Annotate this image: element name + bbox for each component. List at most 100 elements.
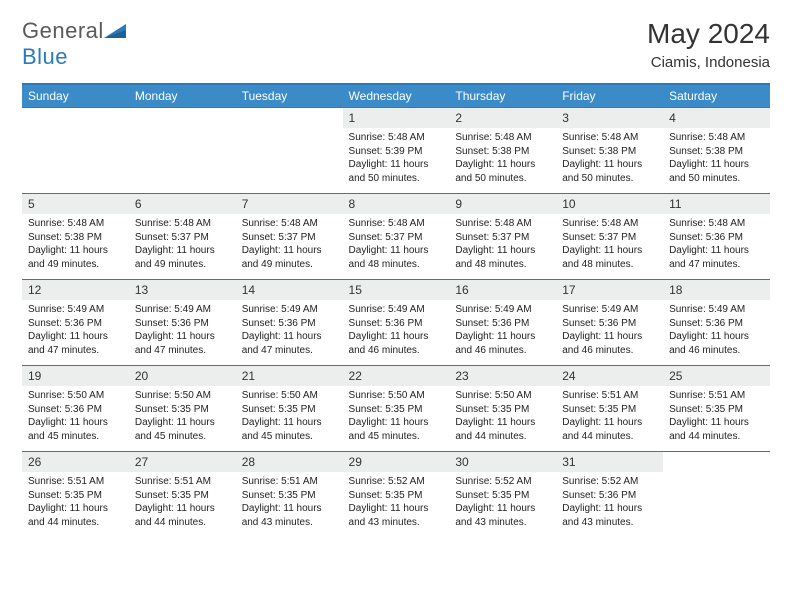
weekday-header: Sunday xyxy=(22,84,129,108)
calendar-day-cell: 22Sunrise: 5:50 AMSunset: 5:35 PMDayligh… xyxy=(343,366,450,452)
day-details: Sunrise: 5:48 AMSunset: 5:37 PMDaylight:… xyxy=(236,214,343,275)
day-number: 4 xyxy=(663,108,770,128)
day-details: Sunrise: 5:51 AMSunset: 5:35 PMDaylight:… xyxy=(22,472,129,533)
day-details: Sunrise: 5:48 AMSunset: 5:36 PMDaylight:… xyxy=(663,214,770,275)
calendar-day-cell: 25Sunrise: 5:51 AMSunset: 5:35 PMDayligh… xyxy=(663,366,770,452)
day-details: Sunrise: 5:48 AMSunset: 5:37 PMDaylight:… xyxy=(343,214,450,275)
logo: GeneralBlue xyxy=(22,18,126,70)
day-details: Sunrise: 5:52 AMSunset: 5:35 PMDaylight:… xyxy=(343,472,450,533)
day-details: Sunrise: 5:50 AMSunset: 5:35 PMDaylight:… xyxy=(129,386,236,447)
logo-triangle-icon xyxy=(104,22,126,38)
day-number: 12 xyxy=(22,280,129,300)
day-number: 6 xyxy=(129,194,236,214)
day-number: 5 xyxy=(22,194,129,214)
day-details: Sunrise: 5:51 AMSunset: 5:35 PMDaylight:… xyxy=(236,472,343,533)
calendar-day-cell: 17Sunrise: 5:49 AMSunset: 5:36 PMDayligh… xyxy=(556,280,663,366)
calendar-week-row: 12Sunrise: 5:49 AMSunset: 5:36 PMDayligh… xyxy=(22,280,770,366)
day-number: 25 xyxy=(663,366,770,386)
location: Ciamis, Indonesia xyxy=(647,54,770,71)
weekday-header: Wednesday xyxy=(343,84,450,108)
day-details: Sunrise: 5:49 AMSunset: 5:36 PMDaylight:… xyxy=(663,300,770,361)
day-number: 18 xyxy=(663,280,770,300)
page-title: May 2024 xyxy=(647,18,770,50)
day-number: 20 xyxy=(129,366,236,386)
calendar-header-row: SundayMondayTuesdayWednesdayThursdayFrid… xyxy=(22,84,770,108)
day-details: Sunrise: 5:49 AMSunset: 5:36 PMDaylight:… xyxy=(449,300,556,361)
day-number: 31 xyxy=(556,452,663,472)
calendar-day-cell: 18Sunrise: 5:49 AMSunset: 5:36 PMDayligh… xyxy=(663,280,770,366)
title-block: May 2024 Ciamis, Indonesia xyxy=(647,18,770,71)
day-number: 8 xyxy=(343,194,450,214)
day-details: Sunrise: 5:48 AMSunset: 5:38 PMDaylight:… xyxy=(556,128,663,189)
day-details: Sunrise: 5:48 AMSunset: 5:37 PMDaylight:… xyxy=(129,214,236,275)
day-details: Sunrise: 5:51 AMSunset: 5:35 PMDaylight:… xyxy=(129,472,236,533)
calendar-day-cell xyxy=(129,108,236,194)
weekday-header: Tuesday xyxy=(236,84,343,108)
calendar-day-cell: 14Sunrise: 5:49 AMSunset: 5:36 PMDayligh… xyxy=(236,280,343,366)
calendar-day-cell: 13Sunrise: 5:49 AMSunset: 5:36 PMDayligh… xyxy=(129,280,236,366)
day-number: 30 xyxy=(449,452,556,472)
calendar-day-cell: 6Sunrise: 5:48 AMSunset: 5:37 PMDaylight… xyxy=(129,194,236,280)
day-number: 21 xyxy=(236,366,343,386)
day-details: Sunrise: 5:48 AMSunset: 5:37 PMDaylight:… xyxy=(449,214,556,275)
calendar-week-row: 1Sunrise: 5:48 AMSunset: 5:39 PMDaylight… xyxy=(22,108,770,194)
calendar-day-cell: 19Sunrise: 5:50 AMSunset: 5:36 PMDayligh… xyxy=(22,366,129,452)
logo-blue: Blue xyxy=(22,44,68,69)
calendar-day-cell xyxy=(236,108,343,194)
day-details: Sunrise: 5:49 AMSunset: 5:36 PMDaylight:… xyxy=(22,300,129,361)
day-details: Sunrise: 5:49 AMSunset: 5:36 PMDaylight:… xyxy=(236,300,343,361)
day-details: Sunrise: 5:49 AMSunset: 5:36 PMDaylight:… xyxy=(556,300,663,361)
day-number: 22 xyxy=(343,366,450,386)
day-number: 15 xyxy=(343,280,450,300)
calendar-day-cell: 11Sunrise: 5:48 AMSunset: 5:36 PMDayligh… xyxy=(663,194,770,280)
weekday-header: Saturday xyxy=(663,84,770,108)
day-number: 10 xyxy=(556,194,663,214)
calendar-day-cell: 9Sunrise: 5:48 AMSunset: 5:37 PMDaylight… xyxy=(449,194,556,280)
day-number: 3 xyxy=(556,108,663,128)
calendar-week-row: 19Sunrise: 5:50 AMSunset: 5:36 PMDayligh… xyxy=(22,366,770,452)
weekday-header: Monday xyxy=(129,84,236,108)
calendar-day-cell: 31Sunrise: 5:52 AMSunset: 5:36 PMDayligh… xyxy=(556,452,663,538)
calendar-day-cell: 29Sunrise: 5:52 AMSunset: 5:35 PMDayligh… xyxy=(343,452,450,538)
day-details: Sunrise: 5:48 AMSunset: 5:38 PMDaylight:… xyxy=(22,214,129,275)
calendar-day-cell: 7Sunrise: 5:48 AMSunset: 5:37 PMDaylight… xyxy=(236,194,343,280)
day-details: Sunrise: 5:49 AMSunset: 5:36 PMDaylight:… xyxy=(343,300,450,361)
calendar-day-cell: 21Sunrise: 5:50 AMSunset: 5:35 PMDayligh… xyxy=(236,366,343,452)
day-number: 2 xyxy=(449,108,556,128)
day-number: 17 xyxy=(556,280,663,300)
day-number: 26 xyxy=(22,452,129,472)
calendar-table: SundayMondayTuesdayWednesdayThursdayFrid… xyxy=(22,83,770,538)
calendar-day-cell: 23Sunrise: 5:50 AMSunset: 5:35 PMDayligh… xyxy=(449,366,556,452)
logo-general: General xyxy=(22,18,104,43)
day-details: Sunrise: 5:50 AMSunset: 5:35 PMDaylight:… xyxy=(236,386,343,447)
calendar-day-cell: 5Sunrise: 5:48 AMSunset: 5:38 PMDaylight… xyxy=(22,194,129,280)
calendar-day-cell: 8Sunrise: 5:48 AMSunset: 5:37 PMDaylight… xyxy=(343,194,450,280)
calendar-day-cell: 30Sunrise: 5:52 AMSunset: 5:35 PMDayligh… xyxy=(449,452,556,538)
day-details: Sunrise: 5:51 AMSunset: 5:35 PMDaylight:… xyxy=(556,386,663,447)
calendar-day-cell: 10Sunrise: 5:48 AMSunset: 5:37 PMDayligh… xyxy=(556,194,663,280)
day-number: 16 xyxy=(449,280,556,300)
day-number: 24 xyxy=(556,366,663,386)
calendar-day-cell: 12Sunrise: 5:49 AMSunset: 5:36 PMDayligh… xyxy=(22,280,129,366)
weekday-header: Thursday xyxy=(449,84,556,108)
header: GeneralBlue May 2024 Ciamis, Indonesia xyxy=(22,18,770,71)
day-details: Sunrise: 5:50 AMSunset: 5:35 PMDaylight:… xyxy=(343,386,450,447)
day-number: 13 xyxy=(129,280,236,300)
day-details: Sunrise: 5:52 AMSunset: 5:36 PMDaylight:… xyxy=(556,472,663,533)
day-number: 29 xyxy=(343,452,450,472)
day-details: Sunrise: 5:48 AMSunset: 5:37 PMDaylight:… xyxy=(556,214,663,275)
calendar-day-cell: 4Sunrise: 5:48 AMSunset: 5:38 PMDaylight… xyxy=(663,108,770,194)
day-details: Sunrise: 5:49 AMSunset: 5:36 PMDaylight:… xyxy=(129,300,236,361)
logo-text: GeneralBlue xyxy=(22,18,126,70)
day-number: 23 xyxy=(449,366,556,386)
day-details: Sunrise: 5:50 AMSunset: 5:36 PMDaylight:… xyxy=(22,386,129,447)
calendar-day-cell: 28Sunrise: 5:51 AMSunset: 5:35 PMDayligh… xyxy=(236,452,343,538)
calendar-day-cell xyxy=(22,108,129,194)
calendar-day-cell: 24Sunrise: 5:51 AMSunset: 5:35 PMDayligh… xyxy=(556,366,663,452)
calendar-day-cell: 3Sunrise: 5:48 AMSunset: 5:38 PMDaylight… xyxy=(556,108,663,194)
day-details: Sunrise: 5:50 AMSunset: 5:35 PMDaylight:… xyxy=(449,386,556,447)
calendar-day-cell: 15Sunrise: 5:49 AMSunset: 5:36 PMDayligh… xyxy=(343,280,450,366)
calendar-day-cell: 2Sunrise: 5:48 AMSunset: 5:38 PMDaylight… xyxy=(449,108,556,194)
calendar-day-cell: 27Sunrise: 5:51 AMSunset: 5:35 PMDayligh… xyxy=(129,452,236,538)
calendar-day-cell: 1Sunrise: 5:48 AMSunset: 5:39 PMDaylight… xyxy=(343,108,450,194)
